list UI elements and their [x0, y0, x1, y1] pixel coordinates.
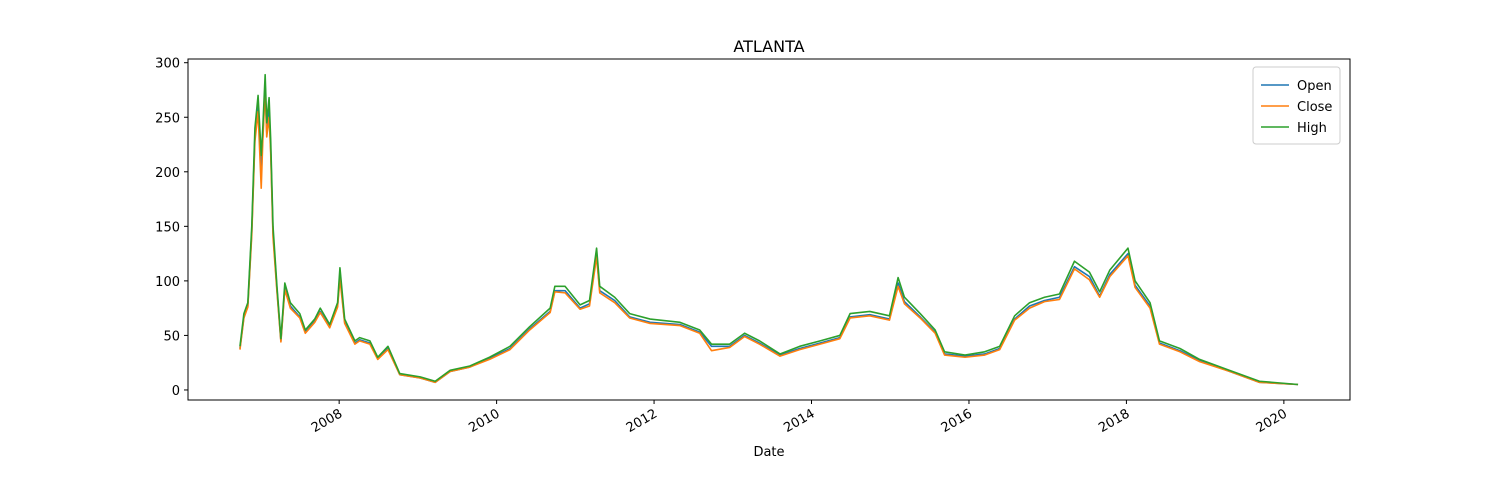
x-axis-label: Date [753, 445, 784, 460]
legend-label: High [1297, 121, 1327, 136]
y-tick-label: 50 [163, 329, 180, 344]
series-line [239, 73, 1299, 386]
y-tick-label: 200 [155, 166, 180, 181]
chart-title: ATLANTA [733, 37, 804, 56]
y-tick-label: 100 [155, 275, 180, 290]
axes-frame [187, 58, 1351, 401]
legend-label: Close [1297, 100, 1332, 115]
legend-box [1252, 66, 1341, 145]
y-tick-label: 300 [155, 57, 180, 72]
y-tick-label: 0 [172, 384, 180, 399]
legend-label: Open [1297, 79, 1332, 94]
y-tick-label: 150 [155, 220, 180, 235]
y-tick-label: 250 [155, 111, 180, 126]
